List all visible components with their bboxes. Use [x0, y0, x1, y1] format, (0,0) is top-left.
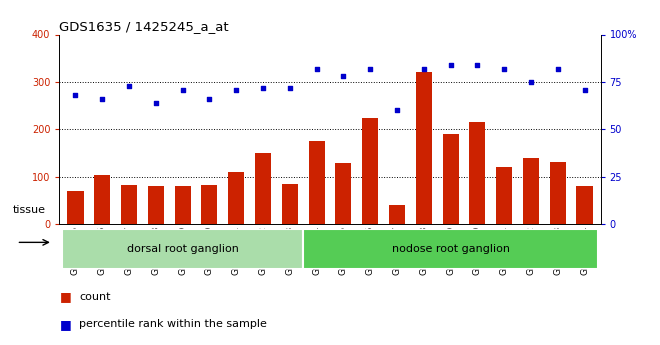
Point: [472, 62, 482, 68]
Bar: [148, 186, 164, 224]
Point: [552, 66, 563, 71]
Bar: [94, 175, 110, 224]
Point: [499, 66, 510, 71]
Point: [204, 96, 214, 102]
Bar: [442, 134, 459, 224]
Bar: [175, 186, 191, 224]
Bar: [309, 141, 325, 224]
Text: nodose root ganglion: nodose root ganglion: [391, 244, 510, 254]
Point: [70, 92, 81, 98]
Bar: [362, 118, 378, 224]
Point: [312, 66, 322, 71]
Text: ■: ■: [59, 290, 71, 303]
Text: percentile rank within the sample: percentile rank within the sample: [79, 319, 267, 329]
Point: [391, 108, 402, 113]
Bar: [523, 158, 539, 224]
Bar: [67, 191, 84, 224]
Point: [124, 83, 135, 89]
Point: [525, 79, 536, 85]
Bar: [282, 184, 298, 224]
Bar: [576, 186, 593, 224]
Point: [338, 73, 348, 79]
Point: [418, 66, 429, 71]
Bar: [550, 161, 566, 224]
Bar: [416, 72, 432, 224]
Text: tissue: tissue: [13, 205, 46, 215]
Point: [579, 87, 590, 92]
Point: [365, 66, 376, 71]
Bar: [303, 229, 598, 269]
Point: [284, 85, 295, 90]
Text: ■: ■: [59, 318, 71, 331]
Bar: [496, 167, 512, 224]
Text: GDS1635 / 1425245_a_at: GDS1635 / 1425245_a_at: [59, 20, 229, 33]
Point: [178, 87, 188, 92]
Point: [150, 100, 161, 106]
Point: [231, 87, 242, 92]
Text: dorsal root ganglion: dorsal root ganglion: [127, 244, 238, 254]
Point: [446, 62, 456, 68]
Bar: [201, 185, 218, 224]
Bar: [62, 229, 303, 269]
Bar: [255, 153, 271, 224]
Bar: [121, 185, 137, 224]
Bar: [469, 122, 485, 224]
Point: [258, 85, 269, 90]
Bar: [335, 162, 351, 224]
Bar: [228, 172, 244, 224]
Text: count: count: [79, 292, 111, 302]
Bar: [389, 205, 405, 224]
Point: [97, 96, 108, 102]
